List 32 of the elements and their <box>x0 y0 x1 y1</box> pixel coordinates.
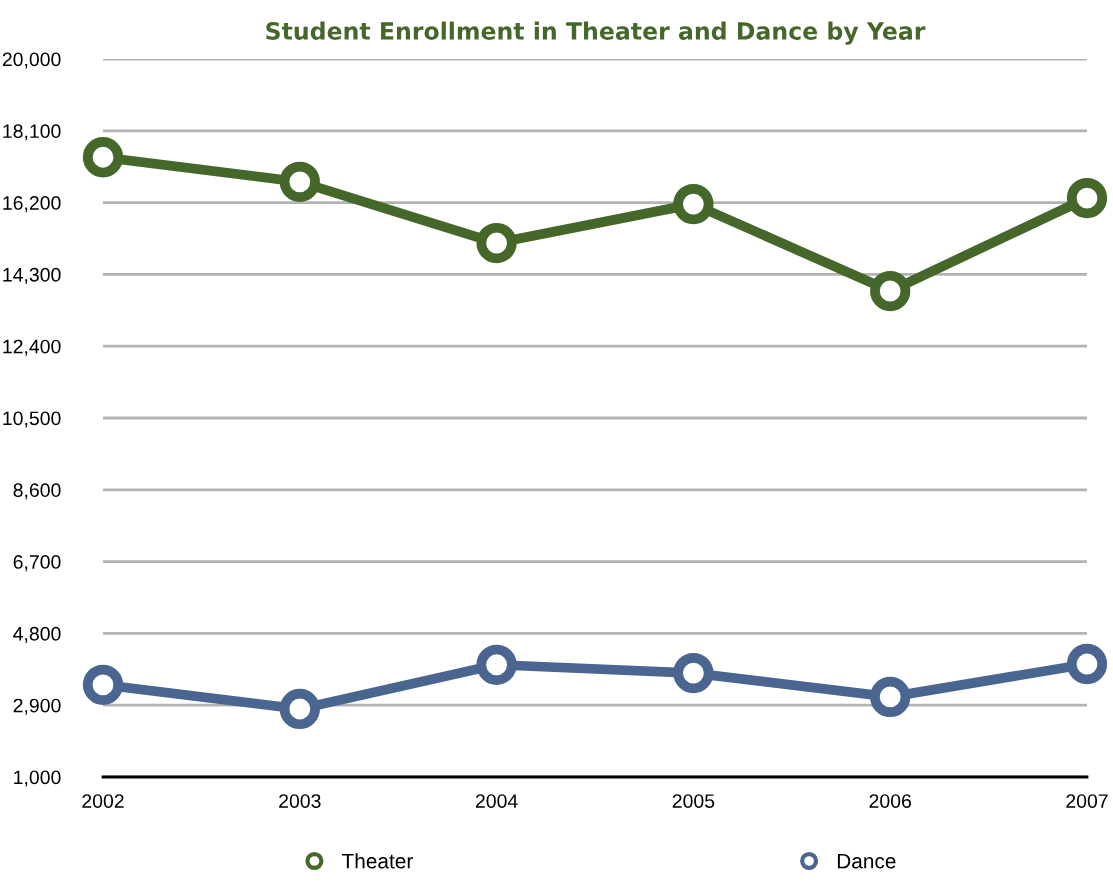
y-tick-label: 20,000 <box>2 52 61 69</box>
x-tick-label: 2006 <box>869 794 911 808</box>
point <box>1066 177 1108 219</box>
x-tick-label: 2003 <box>279 794 321 808</box>
y-tick-label: 18,100 <box>3 124 61 141</box>
point <box>870 676 911 718</box>
y-tick-label: 1,000 <box>14 770 61 787</box>
y-tick-label: 8,600 <box>13 483 61 500</box>
y-tick-label: 6,700 <box>13 555 61 572</box>
y-tick-label: 16,200 <box>3 196 61 213</box>
point <box>870 270 911 312</box>
x-tick-label: 2007 <box>1066 794 1108 808</box>
legend-label: Theater <box>341 853 413 869</box>
point <box>673 652 714 694</box>
chart-title: Student Enrollment in Theater and Dance by Year <box>266 21 926 45</box>
point <box>673 183 714 225</box>
legend-label: Dance <box>837 853 896 869</box>
point <box>82 664 124 705</box>
y-tick-label: 4,800 <box>13 626 61 643</box>
point <box>82 137 124 178</box>
x-tick-label: 2002 <box>82 794 124 808</box>
point <box>279 688 320 730</box>
point <box>1066 643 1108 685</box>
y-tick-label: 14,300 <box>3 267 61 284</box>
x-tick-label: 2004 <box>475 794 518 808</box>
point <box>476 222 517 264</box>
x-tick-label: 2005 <box>672 794 715 808</box>
y-tick-label: 12,400 <box>3 339 61 356</box>
y-tick-label: 2,900 <box>13 698 61 715</box>
y-tick-label: 10,500 <box>3 411 61 428</box>
point <box>476 644 517 685</box>
point <box>279 161 320 202</box>
